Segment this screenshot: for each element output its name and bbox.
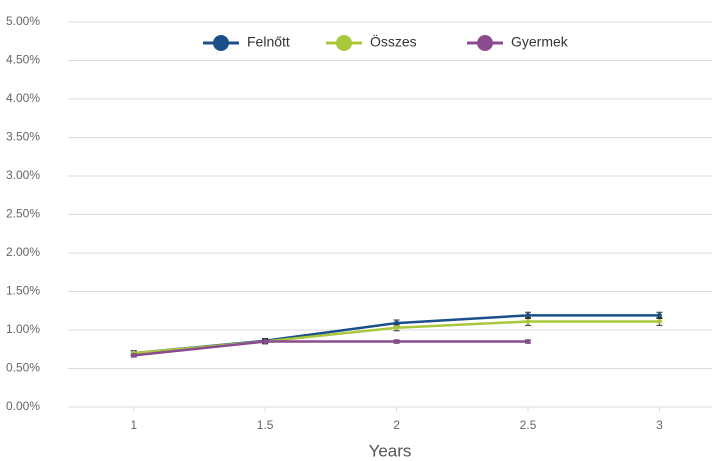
point: [131, 352, 137, 358]
x-tick-label: 1: [130, 418, 137, 432]
x-tick-label: 1.5: [257, 418, 274, 432]
legend-marker: [336, 35, 352, 51]
y-tick-label: 1.00%: [6, 322, 40, 336]
legend-label: Gyermek: [511, 34, 569, 50]
x-axis-label: Years: [369, 441, 412, 460]
point: [525, 312, 531, 318]
x-tick-label: 2.5: [520, 418, 537, 432]
y-tick-label: 4.50%: [6, 53, 40, 67]
y-tick-label: 3.00%: [6, 168, 40, 182]
y-tick-label: 0.00%: [6, 399, 40, 413]
legend-label: Összes: [370, 33, 417, 50]
x-tick-label: 2: [393, 418, 400, 432]
y-tick-label: 2.50%: [6, 207, 40, 221]
point: [394, 325, 400, 331]
x-tick-label: 3: [656, 418, 663, 432]
legend-label: Felnőtt: [247, 34, 290, 50]
series-line: [133, 340, 528, 357]
y-tick-label: 1.50%: [6, 284, 40, 298]
y-tick-label: 4.00%: [6, 91, 40, 105]
y-tick-label: 5.00%: [6, 14, 40, 28]
y-tick-label: 2.00%: [6, 245, 40, 259]
point: [525, 339, 531, 345]
point: [656, 312, 662, 318]
point: [656, 319, 662, 325]
legend-marker: [477, 35, 493, 51]
point: [262, 339, 268, 345]
y-tick-label: 3.50%: [6, 130, 40, 144]
y-tick-label: 0.50%: [6, 361, 40, 375]
point: [525, 319, 531, 325]
point: [394, 339, 400, 345]
legend-marker: [213, 35, 229, 51]
